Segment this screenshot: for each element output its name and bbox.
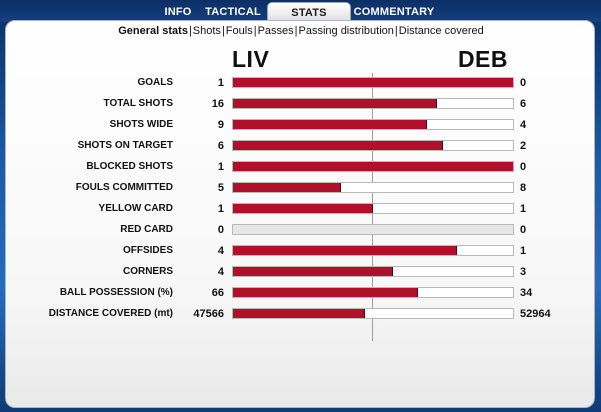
stat-row: FOULS COMMITTED 5 8	[6, 181, 596, 195]
subnav-passes[interactable]: Passes	[257, 25, 294, 37]
home-bar-fill	[233, 183, 341, 192]
away-stat-value: 0	[520, 77, 527, 89]
stat-row: SHOTS WIDE 9 4	[6, 118, 596, 132]
subnav-separator: |	[394, 25, 398, 37]
stat-row: OFFSIDES 4 1	[6, 244, 596, 258]
home-bar-fill	[233, 309, 366, 318]
stat-bar	[232, 266, 514, 277]
away-stat-value: 1	[520, 203, 527, 215]
stat-row: BLOCKED SHOTS 1 0	[6, 160, 596, 174]
away-stat-value: 8	[520, 182, 527, 194]
home-bar-fill	[233, 162, 513, 171]
home-stat-value: 1	[217, 161, 224, 173]
home-stat-value: 9	[217, 119, 224, 131]
stat-row: TOTAL SHOTS 16 6	[6, 97, 596, 111]
stat-bar	[232, 182, 514, 193]
home-stat-value: 0	[217, 224, 224, 236]
away-stat-value: 0	[520, 224, 527, 236]
subnav-separator: |	[253, 25, 257, 37]
home-stat-value: 16	[211, 98, 224, 110]
stat-bar	[232, 308, 514, 319]
away-team-name: DEB	[457, 46, 508, 72]
stat-bar	[232, 245, 514, 256]
stat-label: CORNERS	[122, 266, 173, 277]
home-stat-value: 47566	[193, 308, 224, 320]
home-bar-fill	[233, 204, 373, 213]
stat-row: SHOTS ON TARGET 6 2	[6, 139, 596, 153]
stat-label: SHOTS ON TARGET	[77, 140, 173, 151]
home-stat-value: 4	[217, 266, 224, 278]
away-stat-value: 52964	[520, 308, 551, 320]
home-stat-value: 6	[217, 140, 224, 152]
home-stat-value: 1	[217, 77, 224, 89]
subnav-shots[interactable]: Shots	[192, 25, 221, 37]
subnav-separator: |	[221, 25, 225, 37]
stat-label: YELLOW CARD	[98, 203, 173, 214]
stat-bar	[232, 98, 514, 109]
away-stat-value: 3	[520, 266, 527, 278]
stat-bar	[232, 77, 514, 88]
tab-commentary[interactable]: COMMENTARY	[353, 6, 435, 18]
away-stat-value: 4	[520, 119, 527, 131]
tab-bar: INFO TACTICAL STATS COMMENTARY	[0, 0, 601, 23]
stat-bar	[232, 140, 514, 151]
stat-bar	[232, 161, 514, 172]
home-stat-value: 66	[211, 287, 224, 299]
stats-panel: General stats|Shots|Fouls|Passes|Passing…	[5, 20, 595, 408]
home-bar-fill	[233, 120, 427, 129]
stat-label: GOALS	[137, 77, 173, 88]
home-stat-value: 1	[217, 203, 224, 215]
away-stat-value: 2	[520, 140, 527, 152]
stat-row: GOALS 1 0	[6, 76, 596, 90]
stat-label: BLOCKED SHOTS	[86, 161, 173, 172]
stats-subnav: General stats|Shots|Fouls|Passes|Passing…	[6, 25, 596, 37]
stat-bar	[232, 203, 514, 214]
stat-label: RED CARD	[120, 224, 173, 235]
tab-tactical[interactable]: TACTICAL	[205, 6, 261, 18]
stat-label: BALL POSSESSION (%)	[59, 287, 173, 298]
stat-row: BALL POSSESSION (%) 66 34	[6, 286, 596, 300]
stat-bar	[232, 224, 514, 235]
home-bar-fill	[233, 288, 418, 297]
home-bar-fill	[233, 246, 457, 255]
home-bar-fill	[233, 141, 443, 150]
subnav-separator: |	[188, 25, 192, 37]
subnav-passing-distribution[interactable]: Passing distribution	[298, 25, 394, 37]
tab-stats[interactable]: STATS	[267, 2, 351, 23]
stat-label: OFFSIDES	[122, 245, 173, 256]
stat-label: SHOTS WIDE	[109, 119, 173, 130]
subnav-distance-covered[interactable]: Distance covered	[398, 25, 484, 37]
stat-bar	[232, 287, 514, 298]
stat-label: TOTAL SHOTS	[103, 98, 173, 109]
tab-info[interactable]: INFO	[164, 6, 192, 18]
stat-label: FOULS COMMITTED	[75, 182, 173, 193]
home-bar-fill	[233, 99, 437, 108]
stat-row: CORNERS 4 3	[6, 265, 596, 279]
subnav-fouls[interactable]: Fouls	[225, 25, 253, 37]
home-bar-fill	[233, 267, 393, 276]
away-stat-value: 34	[520, 287, 533, 299]
subnav-separator: |	[294, 25, 298, 37]
home-stat-value: 4	[217, 245, 224, 257]
stat-row: YELLOW CARD 1 1	[6, 202, 596, 216]
stat-row: DISTANCE COVERED (mt) 47566 52964	[6, 307, 596, 321]
home-bar-fill	[233, 78, 513, 87]
stat-row: RED CARD 0 0	[6, 223, 596, 237]
stat-label: DISTANCE COVERED (mt)	[48, 308, 173, 319]
home-stat-value: 5	[217, 182, 224, 194]
away-stat-value: 6	[520, 98, 527, 110]
stat-bar	[232, 119, 514, 130]
away-stat-value: 1	[520, 245, 527, 257]
subnav-general-stats[interactable]: General stats	[118, 25, 188, 37]
home-team-name: LIV	[232, 46, 270, 72]
away-stat-value: 0	[520, 161, 527, 173]
